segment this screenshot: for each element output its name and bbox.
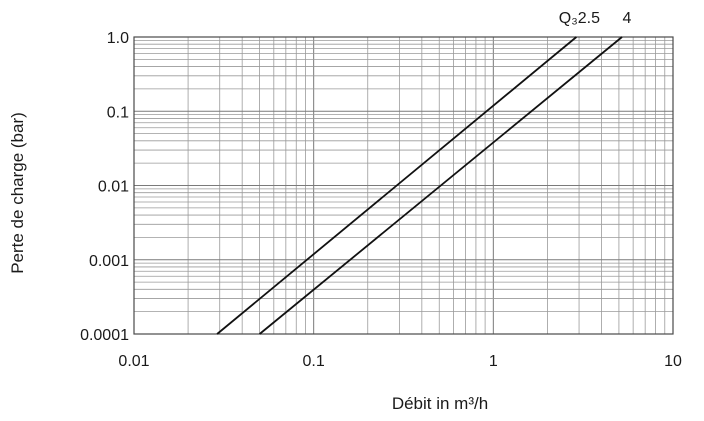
- series-label-2: 4: [623, 10, 632, 27]
- y-axis-title: Perte de charge (bar): [8, 112, 27, 274]
- y-tick-label: 1.0: [107, 30, 129, 47]
- x-axis-title: Débit in m³/h: [392, 394, 488, 413]
- y-axis-ticks: 0.0001 0.001 0.01 0.1 1.0: [80, 30, 129, 344]
- y-tick-label: 0.001: [89, 253, 129, 270]
- x-axis-ticks: 0.01 0.1 1 10: [118, 353, 682, 370]
- series-label-1: Q₃2.5: [559, 10, 600, 27]
- series-labels: Q₃2.5 4: [559, 10, 632, 27]
- plot-frame: [133, 36, 674, 335]
- x-tick-label: 0.01: [118, 353, 149, 370]
- x-tick-label: 1: [489, 353, 498, 370]
- grid: [133, 37, 673, 335]
- y-tick-label: 0.1: [107, 104, 129, 121]
- y-tick-label: 0.0001: [80, 327, 129, 344]
- y-tick-label: 0.01: [98, 179, 129, 196]
- x-tick-label: 10: [664, 353, 682, 370]
- x-tick-label: 0.1: [303, 353, 325, 370]
- series-line-2: [259, 36, 623, 335]
- series-line-1: [216, 36, 577, 335]
- series-group: [216, 36, 623, 335]
